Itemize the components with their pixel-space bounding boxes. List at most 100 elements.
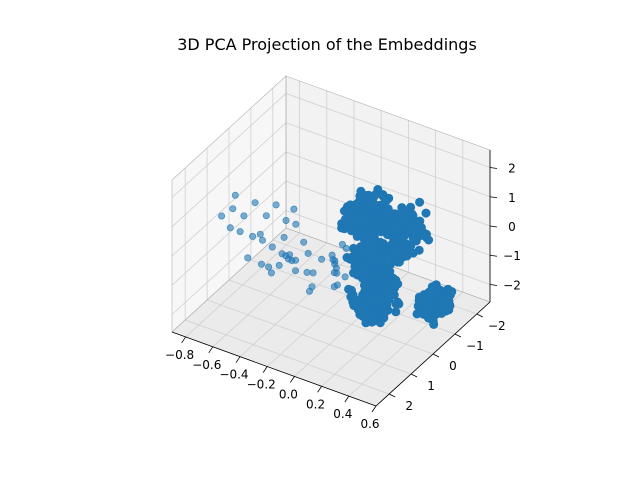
dense-point (376, 256, 386, 266)
dense-point (391, 307, 401, 317)
dense-point (357, 228, 367, 238)
scatter-point (268, 243, 276, 251)
dense-point (359, 246, 369, 256)
x-tick-mark (235, 356, 241, 363)
y-tick-mark (432, 353, 440, 358)
scatter-point (333, 269, 341, 277)
x-tick-mark (262, 366, 268, 373)
y-tick-label: 0 (449, 359, 457, 373)
z-tick-label: 1 (508, 191, 516, 205)
scatter-point (333, 281, 341, 289)
scatter-point (265, 263, 273, 271)
scatter-point (292, 256, 300, 264)
y-tick-mark (476, 313, 484, 318)
dense-point (402, 227, 412, 237)
scatter-points (218, 185, 457, 329)
dense-point (429, 319, 439, 329)
scatter-point (303, 268, 311, 276)
x-tick-mark (344, 395, 350, 403)
dense-point (348, 255, 358, 265)
scatter-point (282, 252, 290, 260)
dense-point (421, 229, 431, 239)
z-tick-mark (489, 284, 498, 286)
y-tick-label: −1 (466, 339, 484, 353)
z-tick-mark (489, 225, 498, 228)
dense-point (362, 271, 372, 281)
x-tick-mark (208, 346, 214, 354)
x-tick-label: 0.0 (279, 387, 298, 401)
dense-point (362, 215, 372, 225)
chart-title: 3D PCA Projection of the Embeddings (177, 35, 477, 54)
dense-point (443, 302, 453, 312)
x-tick-mark (290, 376, 295, 383)
dense-point (406, 202, 416, 212)
scatter-point (262, 212, 270, 220)
scatter-point (282, 217, 290, 225)
scatter-point (292, 220, 300, 228)
scatter-point (251, 199, 259, 207)
scatter-point (249, 232, 257, 240)
dense-point (339, 224, 349, 234)
y-tick-label: 2 (405, 399, 413, 413)
z-tick-mark (489, 196, 498, 199)
dense-point (424, 287, 434, 297)
x-tick-mark (181, 336, 186, 344)
scatter-point (275, 261, 283, 269)
x-axis-line (171, 331, 377, 407)
dense-point (373, 221, 383, 231)
dense-point (426, 305, 436, 315)
x-tick-label: −0.2 (247, 378, 276, 392)
dense-point (374, 275, 384, 285)
scatter-point (257, 260, 265, 268)
scatter-point (256, 230, 264, 238)
dense-point (397, 203, 407, 213)
x-tick-mark (317, 386, 322, 393)
scatter-point (304, 249, 312, 257)
dense-point (394, 233, 404, 243)
dense-point (363, 292, 373, 302)
pane-edge (171, 75, 287, 333)
y-tick-label: −2 (488, 319, 506, 333)
dense-point (348, 290, 358, 300)
x-tick-label: 0.4 (333, 407, 352, 421)
scatter-point (280, 233, 288, 241)
dense-point (414, 292, 424, 302)
z-tick-mark (489, 167, 498, 169)
scatter-point (291, 267, 299, 275)
dense-point (421, 208, 431, 218)
x-tick-label: −0.8 (165, 348, 194, 362)
z-tick-label: 0 (508, 220, 516, 234)
z-tick-mark (489, 254, 498, 257)
dense-point (362, 205, 372, 215)
dense-point (435, 285, 445, 295)
dense-point (355, 268, 365, 278)
dense-point (382, 206, 392, 216)
y-tick-label: 1 (427, 379, 435, 393)
scatter-point (244, 254, 252, 262)
scatter-point (229, 205, 237, 213)
x-tick-mark (371, 405, 377, 413)
scatter-point (236, 228, 244, 236)
dense-point (371, 249, 381, 259)
x-tick-label: 0.6 (360, 417, 379, 431)
z-tick-label: −1 (503, 249, 521, 263)
dense-point (391, 299, 401, 309)
axis-panes (172, 76, 490, 406)
scatter-point (231, 191, 239, 199)
dense-point (373, 297, 383, 307)
dense-point (394, 220, 404, 230)
dense-point (359, 190, 369, 200)
dense-point (379, 308, 389, 318)
z-tick-label: 2 (508, 162, 516, 176)
dense-point (402, 251, 412, 261)
z-tick-label: −2 (503, 278, 521, 292)
scatter-point (342, 244, 350, 252)
dense-point (415, 197, 425, 207)
dense-point (408, 234, 418, 244)
x-tick-label: −0.6 (192, 358, 221, 372)
dense-point (384, 285, 394, 295)
scatter-point (267, 269, 275, 277)
dense-point (389, 209, 399, 219)
scatter-point (318, 255, 326, 263)
scatter-point (341, 273, 349, 281)
